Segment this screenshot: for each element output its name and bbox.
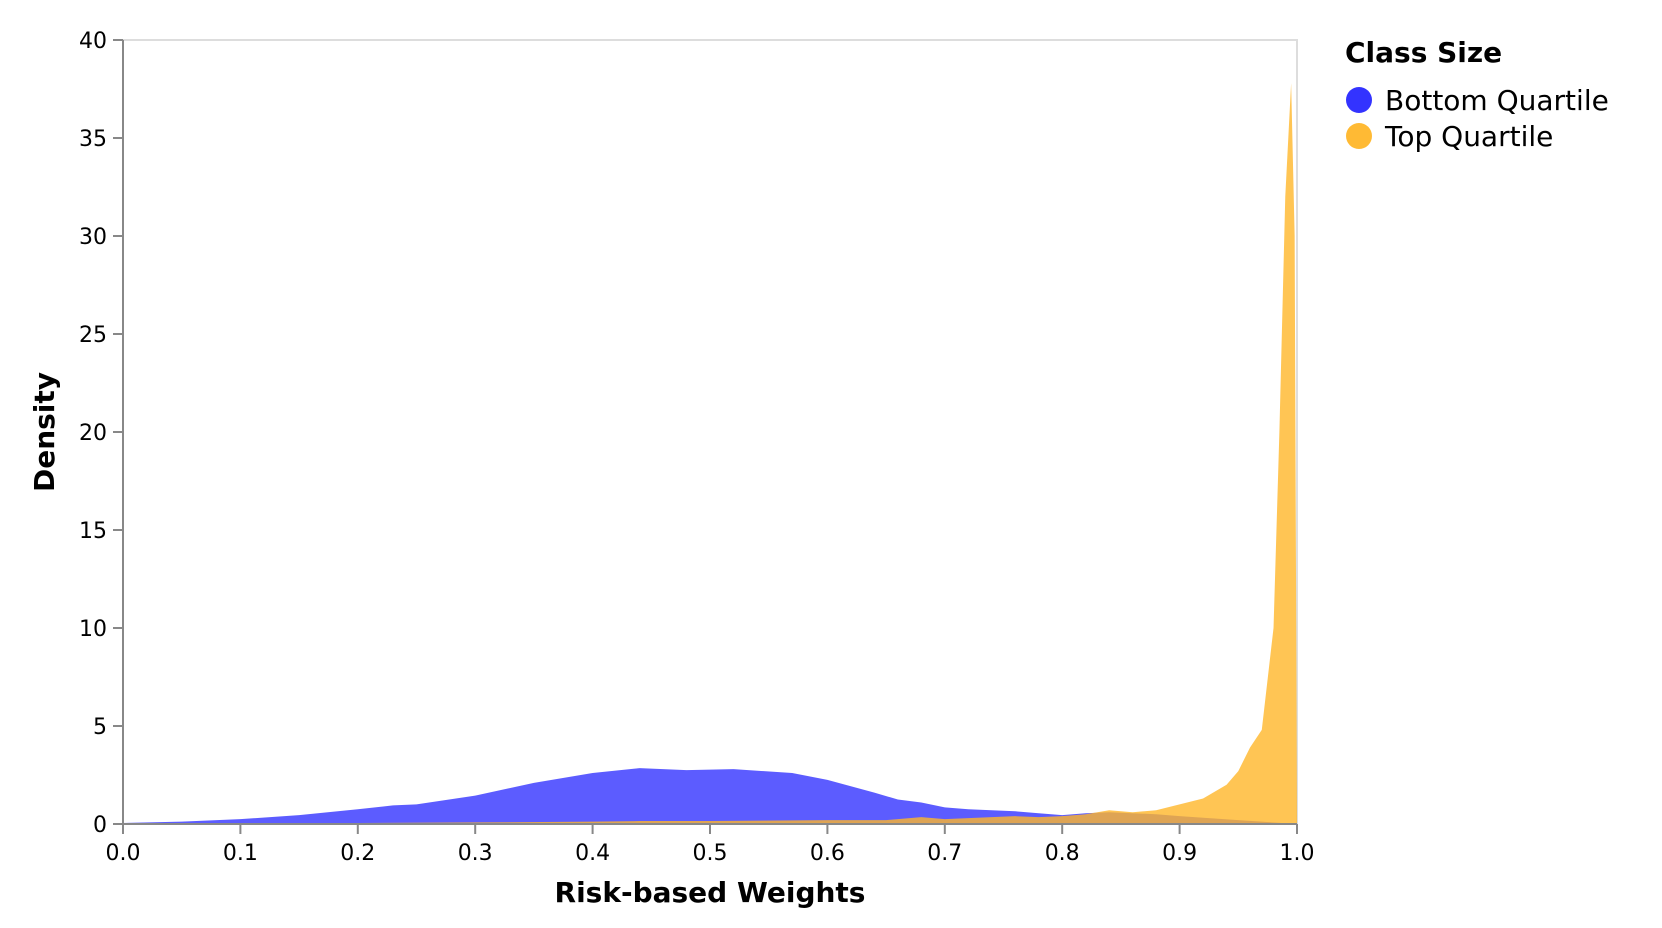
legend-label: Top Quartile <box>1384 120 1553 153</box>
density-areas <box>123 83 1297 825</box>
y-axis-title: Density <box>28 372 61 492</box>
y-tick-label: 25 <box>79 323 107 348</box>
x-tick-label: 0.0 <box>106 841 141 866</box>
legend-title: Class Size <box>1345 36 1502 69</box>
legend-label: Bottom Quartile <box>1385 84 1609 117</box>
y-tick-label: 40 <box>79 29 107 54</box>
x-tick-label: 0.8 <box>1045 841 1080 866</box>
plot-frame <box>122 39 1298 825</box>
x-tick-label: 0.1 <box>223 841 258 866</box>
y-tick-label: 0 <box>93 813 107 838</box>
x-tick-label: 0.7 <box>927 841 962 866</box>
area-series-1 <box>123 768 1297 824</box>
x-tick-label: 0.2 <box>340 841 375 866</box>
legend-swatch <box>1346 87 1372 113</box>
y-tick-label: 20 <box>79 421 107 446</box>
x-tick-label: 0.6 <box>810 841 845 866</box>
x-tick-label: 0.5 <box>693 841 728 866</box>
y-tick-label: 35 <box>79 127 107 152</box>
x-tick-label: 0.3 <box>458 841 493 866</box>
x-tick-label: 1.0 <box>1280 841 1315 866</box>
x-axis-ticks: 0.0 0.1 0.2 0.3 0.4 0.5 0.6 0.7 0.8 0.9 1.0 <box>106 824 1315 866</box>
x-tick-label: 0.9 <box>1162 841 1197 866</box>
x-axis-title: Risk-based Weights <box>555 876 866 909</box>
y-tick-label: 5 <box>93 715 107 740</box>
y-tick-label: 30 <box>79 225 107 250</box>
area-series-2 <box>123 83 1297 825</box>
x-tick-label: 0.4 <box>575 841 610 866</box>
y-tick-label: 10 <box>79 617 107 642</box>
y-tick-label: 15 <box>79 519 107 544</box>
legend-swatch <box>1346 123 1372 149</box>
y-axis-ticks: 0 5 10 15 20 25 30 35 40 <box>79 29 123 838</box>
